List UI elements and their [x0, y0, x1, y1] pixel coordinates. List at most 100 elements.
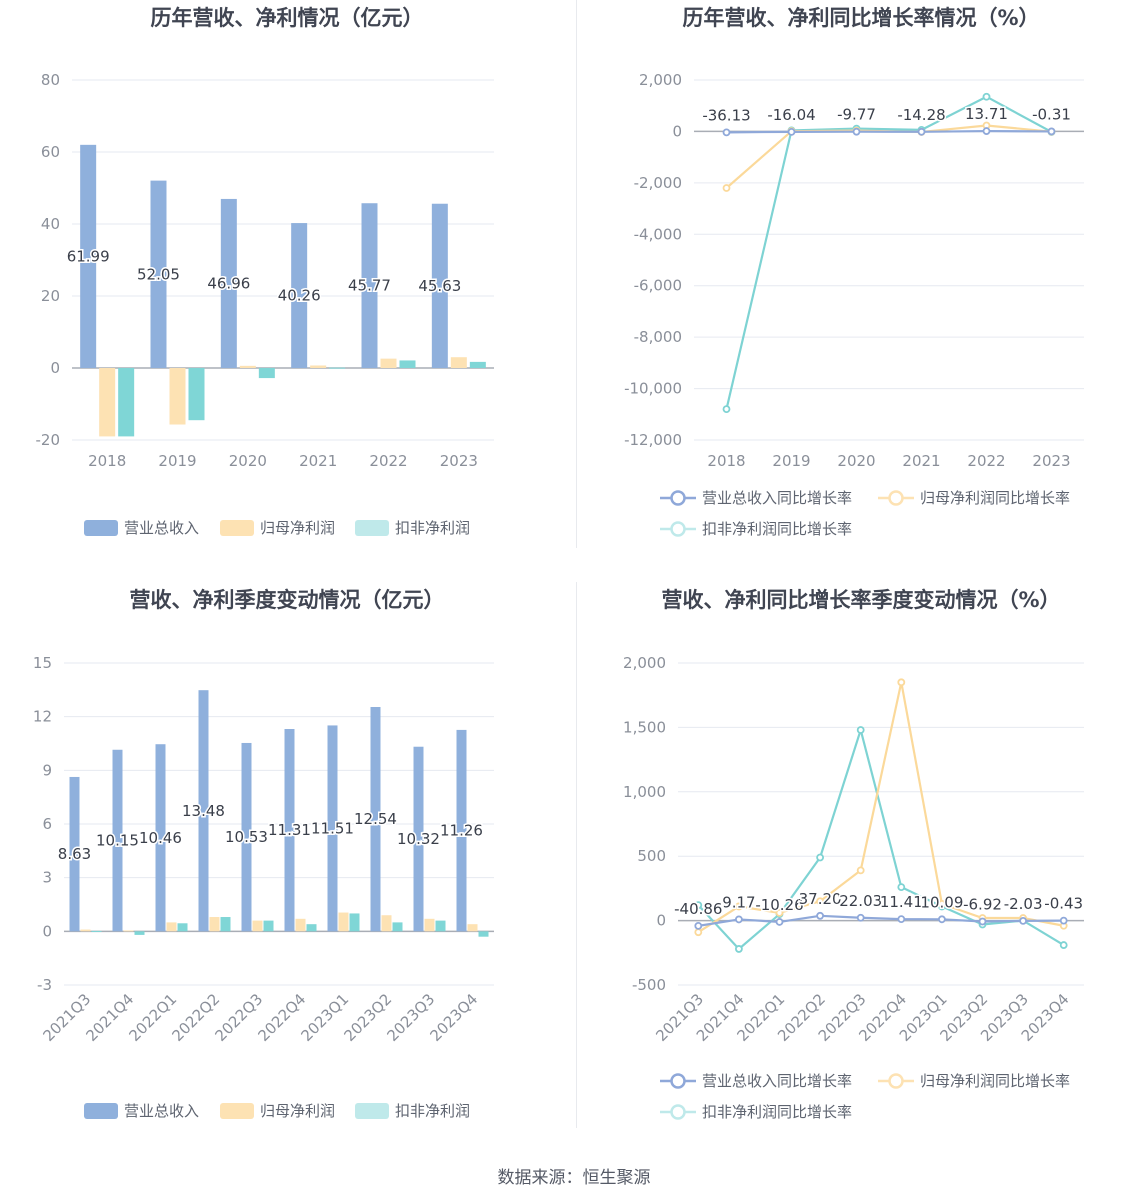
bar-parent-profit	[80, 929, 91, 932]
quarterly-growth-chart: -50005001,0001,5002,0002021Q32021Q42022Q…	[623, 654, 1085, 1045]
point-deducted-growth	[897, 883, 906, 892]
legend-label: 扣非净利润	[395, 519, 471, 537]
bar-deducted-profit	[349, 913, 360, 932]
x-tick-label: 2021	[299, 452, 337, 470]
bar-deducted-profit	[118, 368, 135, 437]
bar-revenue	[198, 690, 209, 932]
data-label: -40.86	[674, 900, 722, 918]
y-tick-label: 1,500	[623, 718, 666, 736]
legend-swatch	[220, 1103, 254, 1119]
bar-parent-profit	[310, 365, 327, 368]
legend-label: 归母净利润	[260, 519, 336, 537]
point-deducted-growth	[816, 853, 825, 862]
point-parent-growth	[734, 902, 743, 911]
annual-amount-chart: -20 0 20 40 60 80 2018 2019 2020 2021 2022 2023 61.9…	[36, 71, 494, 470]
point-revenue-growth	[734, 915, 743, 924]
legend-label: 营业总收入同比增长率	[702, 1072, 853, 1090]
y-tick-label: 20	[41, 287, 60, 305]
chart-title: 历年营收、净利同比增长率情况（%）	[682, 6, 1040, 30]
point-revenue-growth	[1059, 916, 1068, 925]
point-deducted-growth	[694, 901, 703, 910]
chart-title: 历年营收、净利情况（亿元）	[150, 6, 424, 30]
line-deducted-growth	[725, 95, 1053, 410]
point-revenue-growth	[897, 915, 906, 924]
bar-revenue	[327, 725, 338, 932]
point-deducted-growth	[722, 405, 731, 414]
chart-title: 营收、净利季度变动情况（亿元）	[129, 588, 445, 612]
annual-amount-panel: 历年营收、净利情况（亿元） -20 0 20 40 60 80 2018 2019 2020 20…	[0, 0, 574, 580]
y-tick-label: 40	[41, 215, 60, 233]
point-parent-growth	[816, 897, 825, 906]
y-tick-label: -10,000	[624, 380, 682, 398]
data-label: 13.71	[965, 105, 1008, 123]
bar-parent-profit	[380, 358, 397, 368]
data-label: 22.03	[839, 892, 882, 910]
y-tick-label: 2,000	[623, 654, 666, 672]
x-tick-label: 2020	[837, 452, 875, 470]
quarterly-amount-panel: 营收、净利季度变动情况（亿元） -3 0 3 6 9 12 15 2021Q3 2021Q4 20…	[0, 582, 574, 1162]
data-label: -0.43	[1044, 895, 1083, 913]
bar-revenue	[291, 223, 308, 368]
point-deducted-growth	[734, 945, 743, 953]
legend: 营业总收入 归母净利润 扣非净利润	[84, 1101, 564, 1125]
legend-label: 归母净利润	[260, 1102, 336, 1120]
data-label: 40.26	[278, 287, 321, 305]
bar-deducted-profit	[258, 368, 275, 379]
bar-parent-profit	[239, 365, 256, 368]
bar-deducted-profit	[435, 920, 446, 932]
bar-parent-profit	[123, 930, 134, 932]
bar-revenue	[150, 180, 167, 368]
point-parent-growth	[694, 928, 703, 937]
x-tick-label: 2018	[707, 452, 745, 470]
bar-revenue	[456, 729, 467, 932]
data-label: 10.32	[397, 830, 440, 848]
line-revenue-growth	[726, 129, 1052, 134]
legend-label: 营业总收入	[124, 519, 200, 537]
line-parent-growth	[725, 124, 1052, 189]
legend-swatch	[878, 490, 914, 506]
point-revenue-growth	[694, 921, 703, 930]
bar-parent-profit	[99, 368, 116, 437]
point-parent-growth	[722, 184, 731, 192]
panel-divider	[576, 0, 577, 548]
panel-divider	[576, 582, 577, 1128]
data-label: 10.46	[139, 829, 182, 847]
data-label: 46.96	[207, 274, 250, 292]
legend-swatch	[660, 490, 696, 506]
bar-deducted-profit	[177, 923, 188, 932]
y-tick-label: 0	[50, 359, 60, 377]
line-deducted-growth	[697, 726, 1065, 951]
y-tick-label: -3	[37, 976, 52, 994]
bar-parent-profit	[381, 915, 392, 932]
point-revenue-growth	[856, 913, 865, 922]
point-deducted-growth	[1059, 941, 1068, 949]
bar-revenue	[155, 744, 166, 932]
data-label: -10.26	[755, 896, 803, 914]
y-tick-label: -2,000	[634, 174, 682, 192]
bar-revenue	[220, 198, 237, 368]
legend-label: 营业总收入同比增长率	[702, 489, 853, 507]
legend: 营业总收入同比增长率 归母净利润同比增长率 扣非净利润同比增长率	[660, 488, 1140, 544]
legend-swatch	[660, 1073, 696, 1089]
data-label: -0.31	[1032, 105, 1071, 123]
bar-revenue	[284, 729, 295, 932]
bar-deducted-profit	[478, 931, 489, 937]
data-label: 37.20	[799, 890, 842, 908]
bar-revenue	[361, 203, 378, 368]
y-tick-label: 60	[41, 143, 60, 161]
y-tick-label: -500	[632, 976, 666, 994]
y-tick-label: 3	[42, 869, 52, 887]
legend-swatch	[355, 1103, 389, 1119]
line-parent-growth	[697, 682, 1064, 934]
bar-deducted-profit	[91, 930, 102, 932]
x-tick-label: 2019	[158, 452, 196, 470]
legend-swatch	[355, 520, 389, 536]
y-tick-label: 2,000	[639, 71, 682, 89]
annual-growth-panel: 历年营收、净利同比增长率情况（%） -12,000 -10,000 -8,000 -6…	[574, 0, 1148, 580]
data-label: -9.77	[837, 106, 876, 124]
data-label: 10.09	[920, 893, 963, 911]
data-label: 8.63	[58, 845, 91, 863]
x-tick-label: 2022	[369, 452, 407, 470]
bar-deducted-profit	[220, 917, 231, 932]
legend-label: 营业总收入	[124, 1102, 200, 1120]
